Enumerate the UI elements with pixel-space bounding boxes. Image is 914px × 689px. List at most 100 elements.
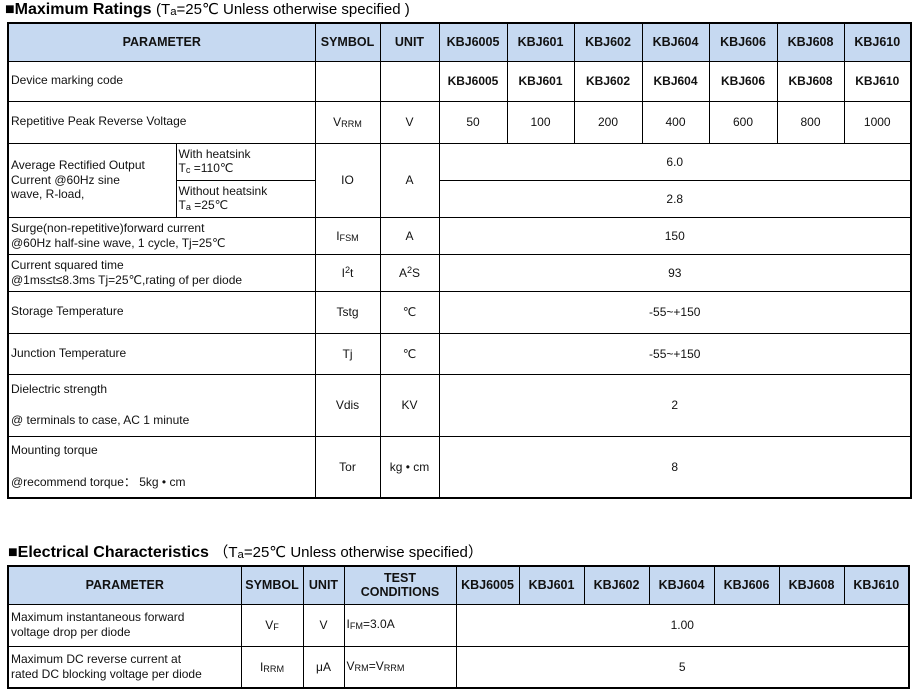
symbol-cell: IFSM <box>314 216 381 255</box>
symbol-cell: Tj <box>314 332 381 375</box>
value-cell: KBJ610 <box>843 60 912 102</box>
unit-cell: kg • cm <box>379 435 440 499</box>
symbol-cell: Vdis <box>314 373 381 437</box>
value-cell: 400 <box>641 100 710 144</box>
value-cell: 8 <box>438 435 912 499</box>
row-device-marking: Device marking code KBJ6005 KBJ601 KBJ60… <box>7 60 912 102</box>
symbol-cell: IRRM <box>240 645 304 689</box>
row-ifsm: Surge(non-repetitive)forward current @60… <box>7 216 912 255</box>
param-line: wave, R-load, <box>11 187 85 202</box>
row-tor: Mounting torque @recommend torque： 5kg •… <box>7 435 912 499</box>
param-line: Current @60Hz sine <box>11 172 120 187</box>
test-conditions-cell: VRM=VRRM <box>343 645 457 689</box>
value-cell: 2 <box>438 373 912 437</box>
col-header-kbj610: KBJ610 <box>843 565 910 605</box>
value-cell: KBJ602 <box>573 60 643 102</box>
symbol-cell: VRRM <box>314 100 381 144</box>
param-line: Mounting torque <box>11 443 98 458</box>
param-cell: Maximum instantaneous forward voltage dr… <box>7 603 242 647</box>
value-cell: 5 <box>455 645 910 689</box>
unit-cell: V <box>302 603 345 647</box>
unit-cell: V <box>379 100 440 144</box>
unit-cell <box>379 60 440 102</box>
value-cell: 100 <box>506 100 575 144</box>
unit-cell: μA <box>302 645 345 689</box>
param-line: Average Rectified Output <box>11 158 145 173</box>
value-cell: KBJ606 <box>708 60 778 102</box>
param-line: Maximum instantaneous forward <box>11 610 185 625</box>
row-io-with-heatsink: Average Rectified Output Current @60Hz s… <box>7 142 912 218</box>
value-cell: 50 <box>438 100 508 144</box>
row-vdis: Dielectric strength @ terminals to case,… <box>7 373 912 437</box>
col-header-kbj604: KBJ604 <box>641 22 710 62</box>
param-line: Current squared time <box>11 257 124 272</box>
symbol-cell: Tstg <box>314 290 381 334</box>
param-line: Maximum DC reverse current at <box>11 652 182 667</box>
col-header-kbj601: KBJ601 <box>506 22 575 62</box>
electrical-characteristics-table: PARAMETER SYMBOL UNIT TEST CONDITIONS KB… <box>7 565 910 689</box>
unit-cell: KV <box>379 373 440 437</box>
param-cell: Average Rectified Output Current @60Hz s… <box>7 142 177 218</box>
value-cell: KBJ604 <box>641 60 710 102</box>
test-conditions-cell: IFM=3.0A <box>343 603 457 647</box>
value-cell: KBJ601 <box>506 60 575 102</box>
value-cell: -55~+150 <box>438 332 912 375</box>
row-vrrm: Repetitive Peak Reverse Voltage VRRM V 5… <box>7 100 912 144</box>
col-header-kbj608: KBJ608 <box>778 565 845 605</box>
param-line: @ terminals to case, AC 1 minute <box>11 413 190 427</box>
row-tstg: Storage Temperature Tstg ℃ -55~+150 <box>7 290 912 334</box>
col-header-kbj606: KBJ606 <box>708 22 778 62</box>
value-cell: 800 <box>776 100 845 144</box>
value-cell: 93 <box>438 253 912 292</box>
param-cell: Repetitive Peak Reverse Voltage <box>7 100 316 144</box>
param-cell: Mounting torque @recommend torque： 5kg •… <box>7 435 316 499</box>
value-cell: 1000 <box>843 100 912 144</box>
value-cell: 6.0 <box>438 142 912 181</box>
table2-header-row: PARAMETER SYMBOL UNIT TEST CONDITIONS KB… <box>7 565 910 605</box>
col-header-parameter: PARAMETER <box>7 22 316 62</box>
condition-line: With heatsink <box>178 146 251 161</box>
col-header-kbj610: KBJ610 <box>843 22 912 62</box>
row-io-without-heatsink: Without heatsink Ta =25℃ 2.8 <box>8 179 912 218</box>
col-header-symbol: SYMBOL <box>240 565 304 605</box>
param-cell: Junction Temperature <box>7 332 316 375</box>
col-header-kbj601: KBJ601 <box>518 565 585 605</box>
col-header-unit: UNIT <box>302 565 345 605</box>
row-i2t: Current squared time @1ms≤t≤8.3ms Tj=25℃… <box>7 253 912 292</box>
symbol-cell: VF <box>240 603 304 647</box>
row-irrm: Maximum DC reverse current at rated DC b… <box>7 645 910 689</box>
row-tj: Junction Temperature Tj ℃ -55~+150 <box>7 332 912 375</box>
unit-cell: A <box>379 142 440 218</box>
col-header-symbol: SYMBOL <box>314 22 381 62</box>
value-cell: 2.8 <box>438 179 912 218</box>
param-cell: Surge(non-repetitive)forward current @60… <box>7 216 316 255</box>
param-line: @recommend torque： 5kg • cm <box>11 474 186 489</box>
param-line: rated DC blocking voltage per diode <box>11 666 202 681</box>
col-header-parameter: PARAMETER <box>7 565 242 605</box>
param-line: Dielectric strength <box>11 381 108 396</box>
value-cell: 200 <box>573 100 643 144</box>
unit-cell: A <box>379 216 440 255</box>
symbol-cell: I2t <box>314 253 381 292</box>
param-cell: Current squared time @1ms≤t≤8.3ms Tj=25℃… <box>7 253 316 292</box>
condition-line: Tc =110℃ <box>178 161 234 176</box>
condition-subcell: Without heatsink Ta =25℃ <box>175 179 316 218</box>
value-cell: KBJ6005 <box>438 60 508 102</box>
col-header-kbj608: KBJ608 <box>776 22 845 62</box>
param-cell: Device marking code <box>7 60 316 102</box>
electrical-characteristics-heading: ■Electrical Characteristics （Ta=25℃ Unle… <box>8 541 483 562</box>
value-cell: -55~+150 <box>438 290 912 334</box>
col-header-kbj6005: KBJ6005 <box>438 22 508 62</box>
max-ratings-heading: ■Maximum Ratings (Ta=25℃ Unless otherwis… <box>5 0 410 19</box>
value-cell: KBJ608 <box>776 60 845 102</box>
maximum-ratings-table: PARAMETER SYMBOL UNIT KBJ6005 KBJ601 KBJ… <box>7 22 912 499</box>
row-vf: Maximum instantaneous forward voltage dr… <box>7 603 910 647</box>
param-line: Surge(non-repetitive)forward current <box>11 220 205 235</box>
value-cell: 1.00 <box>455 603 910 647</box>
electrical-characteristics-title: ■Electrical Characteristics <box>8 544 209 561</box>
col-header-kbj602: KBJ602 <box>583 565 650 605</box>
value-cell: 150 <box>438 216 912 255</box>
symbol-cell: IO <box>314 142 381 218</box>
condition-line: Without heatsink <box>178 183 268 198</box>
condition-subcell: With heatsink Tc =110℃ <box>175 142 316 181</box>
